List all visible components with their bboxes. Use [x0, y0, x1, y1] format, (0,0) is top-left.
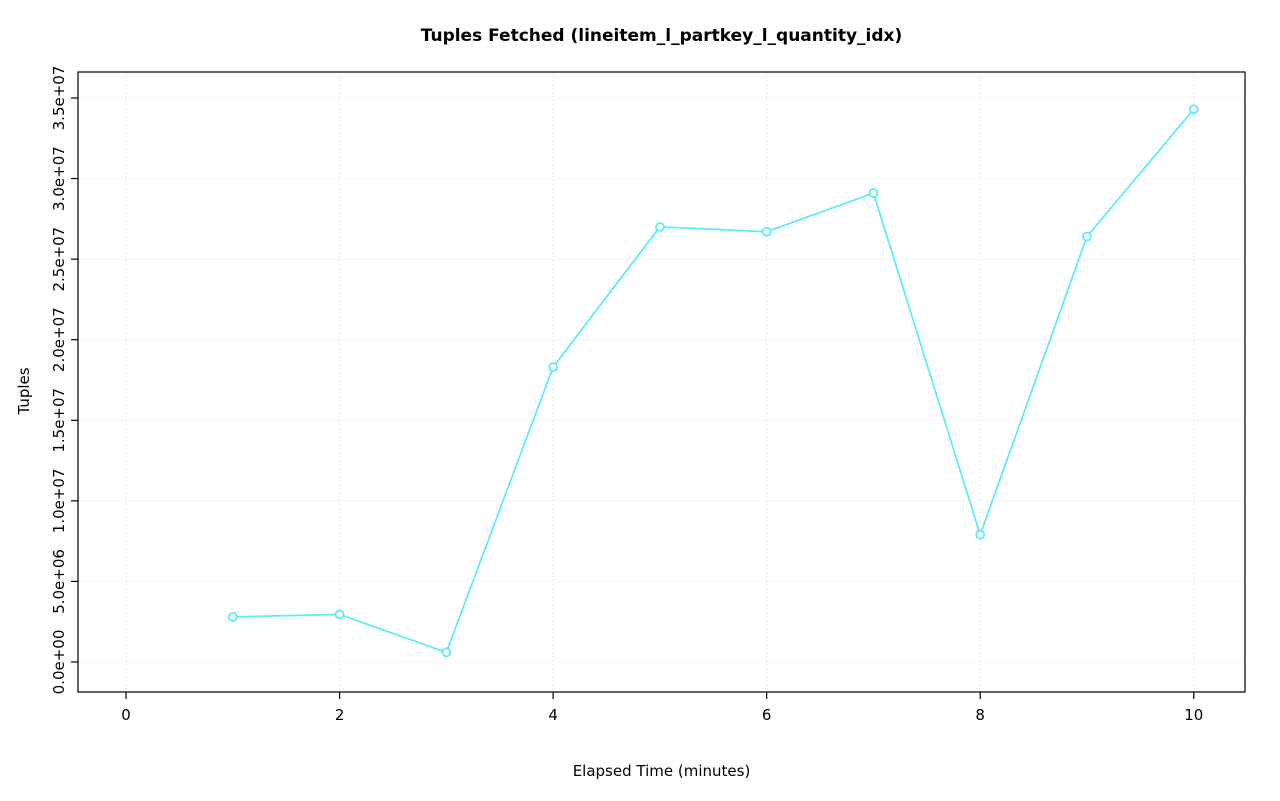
data-point: [1188, 104, 1199, 115]
x-axis-title: Elapsed Time (minutes): [572, 762, 751, 780]
y-tick-label: 0.0e+00: [50, 630, 68, 695]
x-tick-label: 0: [121, 706, 131, 724]
plot-border: [77, 71, 1246, 693]
data-point: [227, 611, 238, 622]
line-series: [231, 108, 1195, 654]
x-tick-label: 4: [548, 706, 558, 724]
y-tick-label: 2.0e+07: [50, 307, 68, 372]
chart-title: Tuples Fetched (lineitem_l_partkey_l_qua…: [420, 26, 903, 46]
y-axis-title: Tuples: [15, 367, 33, 415]
data-point: [441, 647, 452, 658]
data-point: [975, 529, 986, 540]
data-point: [548, 362, 559, 373]
data-point: [654, 222, 665, 232]
data-point: [868, 188, 879, 198]
data-point: [1082, 231, 1092, 242]
data-point: [761, 226, 772, 237]
y-tick-label: 1.0e+07: [50, 468, 68, 533]
y-tick-label: 3.0e+07: [50, 146, 68, 211]
y-tick-label: 5.0e+06: [50, 549, 68, 614]
x-tick-label: 10: [1184, 706, 1203, 724]
y-tick-label: 3.5e+07: [50, 66, 68, 131]
data-point: [334, 609, 345, 620]
x-tick-label: 6: [762, 706, 772, 724]
x-tick-label: 8: [975, 706, 985, 724]
x-tick-label: 2: [335, 706, 345, 724]
y-tick-label: 2.5e+07: [50, 227, 68, 292]
y-tick-label: 1.5e+07: [50, 388, 68, 453]
